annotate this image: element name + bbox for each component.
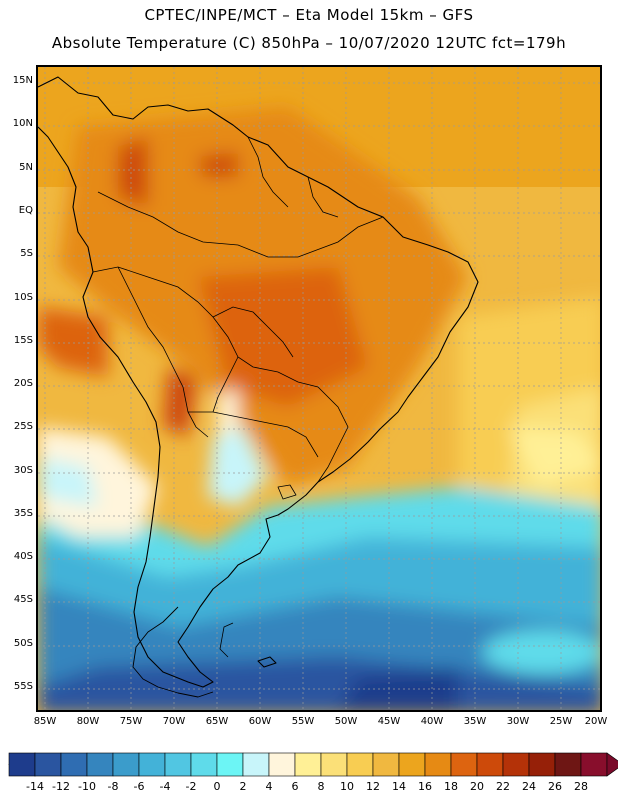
temperature-field bbox=[38, 67, 600, 710]
legend-cell bbox=[554, 752, 582, 777]
legend-cell bbox=[372, 752, 400, 777]
lat-label: EQ bbox=[18, 205, 33, 216]
lat-label: 30S bbox=[13, 465, 33, 476]
legend-label: 12 bbox=[366, 780, 380, 793]
legend-cell bbox=[346, 752, 374, 777]
legend-cell bbox=[190, 752, 218, 777]
legend-label: 24 bbox=[522, 780, 536, 793]
legend-cell bbox=[528, 752, 556, 777]
legend-cell bbox=[242, 752, 270, 777]
legend-cell bbox=[580, 752, 608, 777]
legend-label: 2 bbox=[239, 780, 247, 793]
legend-cell bbox=[450, 752, 478, 777]
lat-label: 15S bbox=[13, 335, 33, 346]
legend-label: -8 bbox=[107, 780, 119, 793]
lon-label: 30W bbox=[506, 716, 530, 727]
lon-label: 75W bbox=[119, 716, 143, 727]
lon-label: 65W bbox=[205, 716, 229, 727]
legend-cell bbox=[502, 752, 530, 777]
lon-label: 20W bbox=[584, 716, 608, 727]
color-legend bbox=[8, 752, 618, 777]
legend-label: -10 bbox=[78, 780, 96, 793]
legend-label: -12 bbox=[52, 780, 70, 793]
lon-label: 45W bbox=[377, 716, 401, 727]
lat-label: 35S bbox=[13, 508, 33, 519]
legend-label: 20 bbox=[470, 780, 484, 793]
legend-cell bbox=[138, 752, 166, 777]
legend-cell bbox=[398, 752, 426, 777]
lon-label: 85W bbox=[33, 716, 57, 727]
lat-label: 50S bbox=[13, 638, 33, 649]
map-subtitle: Absolute Temperature (C) 850hPa – 10/07/… bbox=[51, 34, 567, 52]
map-canvas bbox=[38, 67, 600, 710]
legend-label: -2 bbox=[185, 780, 197, 793]
legend-label: 10 bbox=[340, 780, 354, 793]
legend-cell bbox=[424, 752, 452, 777]
legend-label: 22 bbox=[496, 780, 510, 793]
legend-label: 6 bbox=[291, 780, 299, 793]
legend-cell bbox=[164, 752, 192, 777]
legend-cell bbox=[320, 752, 348, 777]
legend-label: 26 bbox=[548, 780, 562, 793]
lat-label: 10N bbox=[12, 118, 33, 129]
legend-cell bbox=[8, 752, 36, 777]
lon-label: 50W bbox=[334, 716, 358, 727]
lat-label: 40S bbox=[13, 551, 33, 562]
lon-label: 40W bbox=[420, 716, 444, 727]
legend-label: 28 bbox=[574, 780, 588, 793]
lon-label: 55W bbox=[291, 716, 315, 727]
legend-cell bbox=[216, 752, 244, 777]
legend-label: 8 bbox=[317, 780, 325, 793]
legend-label: 16 bbox=[418, 780, 432, 793]
lat-label: 15N bbox=[12, 75, 33, 86]
legend-label: -6 bbox=[133, 780, 145, 793]
lon-label: 60W bbox=[248, 716, 272, 727]
legend-cell bbox=[294, 752, 322, 777]
legend-label: 14 bbox=[392, 780, 406, 793]
country-borders bbox=[92, 136, 384, 483]
lon-label: 70W bbox=[162, 716, 186, 727]
legend-cell bbox=[60, 752, 88, 777]
lon-label: 25W bbox=[549, 716, 573, 727]
grid-lines bbox=[38, 67, 600, 710]
temperature-map bbox=[36, 65, 602, 712]
legend-label: -14 bbox=[26, 780, 44, 793]
lat-label: 5N bbox=[19, 162, 33, 173]
lat-label: 20S bbox=[13, 378, 33, 389]
legend-label: 18 bbox=[444, 780, 458, 793]
legend-cell bbox=[112, 752, 140, 777]
legend-label: 0 bbox=[213, 780, 221, 793]
legend-cell bbox=[34, 752, 62, 777]
lat-label: 5S bbox=[20, 248, 33, 259]
lat-label: 45S bbox=[13, 594, 33, 605]
legend-label: -4 bbox=[159, 780, 171, 793]
legend-label: 4 bbox=[265, 780, 273, 793]
map-title: CPTEC/INPE/MCT – Eta Model 15km – GFS bbox=[144, 6, 474, 24]
lon-label: 80W bbox=[76, 716, 100, 727]
legend-cell bbox=[86, 752, 114, 777]
legend-cells bbox=[8, 752, 618, 777]
legend-cell bbox=[268, 752, 296, 777]
legend-over-arrow bbox=[606, 752, 618, 777]
lat-label: 10S bbox=[13, 292, 33, 303]
coastlines bbox=[38, 76, 479, 698]
legend-cell bbox=[476, 752, 504, 777]
lat-label: 25S bbox=[13, 421, 33, 432]
lat-label: 55S bbox=[13, 681, 33, 692]
lon-label: 35W bbox=[463, 716, 487, 727]
